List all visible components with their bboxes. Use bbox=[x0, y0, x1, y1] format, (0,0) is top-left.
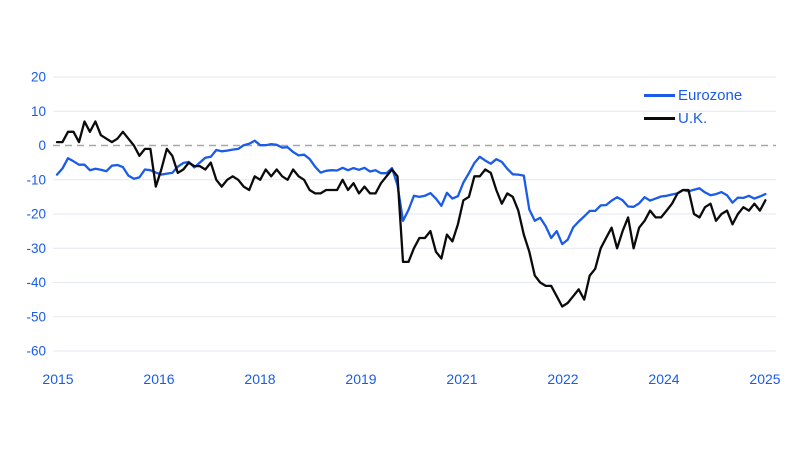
eurozone-line-swatch bbox=[644, 94, 675, 97]
y-axis-tick-label: -50 bbox=[26, 309, 46, 324]
eurozone-line bbox=[55, 139, 767, 246]
y-axis-tick-label: -20 bbox=[26, 207, 46, 222]
x-axis-tick-label: 2015 bbox=[42, 371, 73, 387]
x-axis-tick-label: 2018 bbox=[244, 371, 275, 387]
uk-line bbox=[55, 120, 767, 308]
y-axis-tick-label: 10 bbox=[31, 104, 46, 119]
x-axis-tick-label: 2016 bbox=[143, 371, 174, 387]
y-axis-tick-label: -60 bbox=[26, 344, 46, 359]
x-axis-tick-label: 2024 bbox=[648, 371, 679, 387]
x-axis-tick-label: 2021 bbox=[446, 371, 477, 387]
legend-label-eurozone: Eurozone bbox=[678, 87, 743, 104]
x-axis-tick-label: 2025 bbox=[749, 371, 780, 387]
y-axis-tick-label: -40 bbox=[26, 275, 46, 290]
y-axis-tick-label: 20 bbox=[31, 70, 46, 85]
uk-line-swatch bbox=[644, 117, 675, 120]
y-axis-tick-label: -10 bbox=[26, 172, 46, 187]
legend-item-eurozone: Eurozone bbox=[644, 87, 742, 104]
legend: Eurozone U.K. bbox=[644, 87, 742, 127]
x-axis-tick-label: 2022 bbox=[547, 371, 578, 387]
legend-label-uk: U.K. bbox=[678, 110, 708, 127]
y-axis-tick-label: 0 bbox=[38, 138, 46, 153]
y-axis-tick-label: -30 bbox=[26, 241, 46, 256]
x-axis-tick-label: 2019 bbox=[345, 371, 376, 387]
legend-item-uk: U.K. bbox=[644, 110, 742, 127]
